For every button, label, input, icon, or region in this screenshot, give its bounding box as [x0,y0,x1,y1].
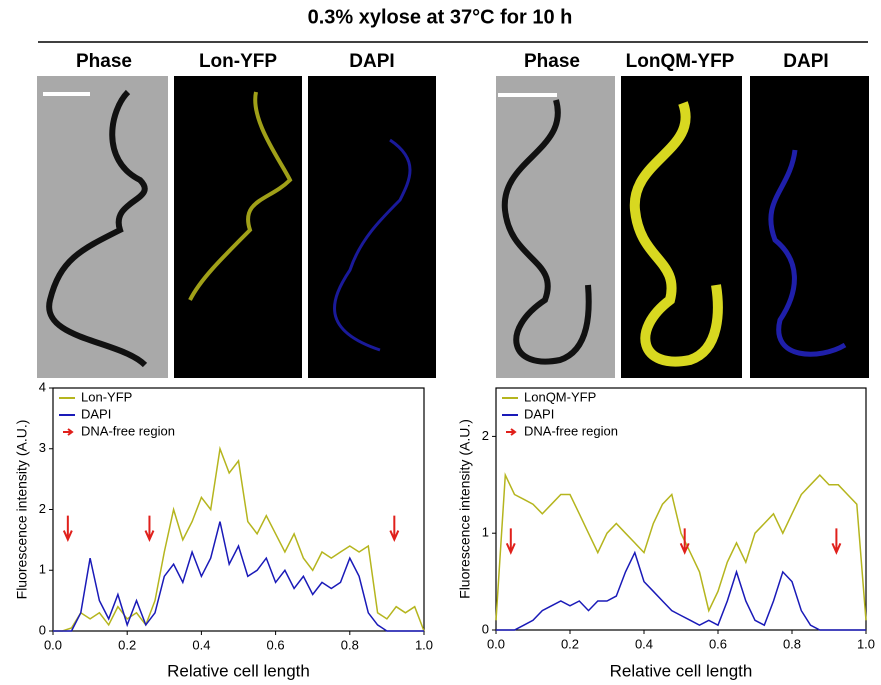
x-tick-label: 0.8 [341,637,359,652]
yfp-image [174,76,302,378]
x-tick-label: 1.0 [415,637,433,652]
y-axis-label: Fluorescence intensity (A.U.) [14,420,30,600]
x-tick-label: 0.8 [783,636,801,651]
x-tick-label: 1.0 [857,636,875,651]
dna-free-arrow [505,528,516,555]
x-tick-label: 0.4 [192,637,210,652]
micrographs [37,76,869,378]
series-line [495,472,867,621]
dna-free-arrow [144,515,155,543]
legend-label: DAPI [524,406,554,421]
cell [501,99,592,365]
series-line [496,550,866,631]
y-tick-label: 2 [39,501,46,516]
y-tick-label: 0 [39,622,46,637]
y-tick-label: 1 [482,525,489,540]
dna-free-arrow [679,528,690,555]
cell [188,91,293,301]
y-tick-label: 2 [482,428,489,443]
x-tick-label: 0.6 [267,637,285,652]
legend-arrow [506,428,517,436]
image-label: Phase [524,51,580,72]
legend-label: Lon-YFP [81,389,132,404]
cell [46,89,148,368]
x-tick-label: 0.6 [709,636,727,651]
legend-label: DNA-free region [81,423,175,438]
x-tick-label: 0.4 [635,636,653,651]
image-label: DAPI [783,51,828,72]
y-tick-label: 1 [39,562,46,577]
cell [333,138,412,352]
figure-title: 0.3% xylose at 37°C for 10 h [308,6,573,28]
cell [629,101,723,367]
legend-label: LonQM-YFP [524,389,596,404]
series-line [53,445,425,632]
dapi-image [750,76,869,378]
y-tick-label: 3 [39,440,46,455]
x-tick-label: 0.2 [561,636,579,651]
dna-free-arrow [831,528,842,555]
x-tick-label: 0.2 [118,637,136,652]
dapi-image [308,76,436,378]
x-tick-label: 0.0 [44,637,62,652]
x-axis-label: Relative cell length [167,661,310,680]
phase-image [37,76,168,378]
y-tick-label: 0 [482,621,489,636]
y-tick-label: 4 [39,379,46,394]
series-line [53,521,424,632]
cell [768,149,847,357]
y-axis-label: Fluorescence intensity (A.U.) [457,419,473,599]
plot-frame [495,387,867,631]
legend-label: DNA-free region [524,423,618,438]
dna-free-arrow [62,515,73,543]
dna-free-arrow [389,515,400,543]
x-tick-label: 0.0 [487,636,505,651]
x-axis-label: Relative cell length [610,661,753,680]
image-label: DAPI [349,51,394,72]
image-label: Lon-YFP [199,51,277,72]
image-label: LonQM-YFP [626,51,735,72]
legend-label: DAPI [81,406,111,421]
legend-arrow [63,428,74,436]
image-label: Phase [76,51,132,72]
